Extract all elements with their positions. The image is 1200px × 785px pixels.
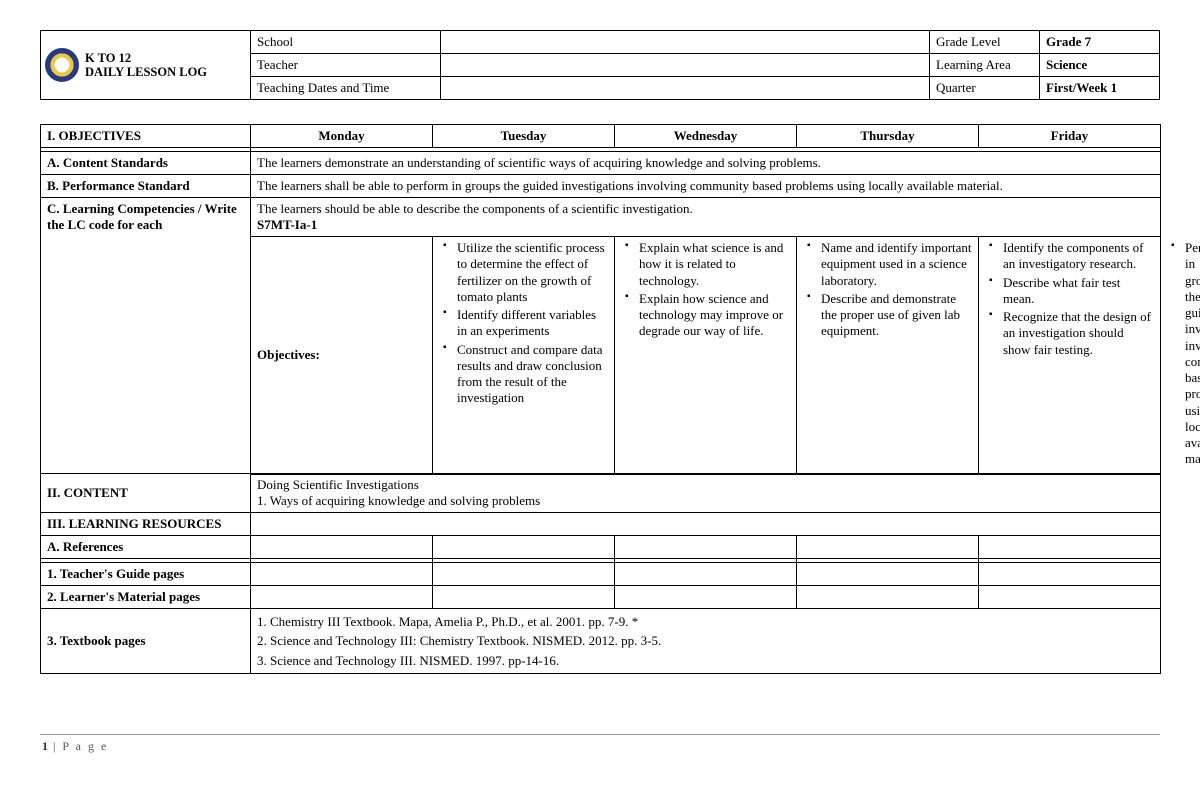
teachers-guide-label: 1. Teacher's Guide pages: [41, 562, 251, 585]
resources-title: III. LEARNING RESOURCES: [41, 512, 251, 535]
obj-mon: Utilize the scientific process to determ…: [433, 237, 615, 474]
obj-tue: Explain what science is and how it is re…: [615, 237, 797, 474]
learners-material-label: 2. Learner's Material pages: [41, 585, 251, 608]
list-item: Describe what fair test mean.: [989, 275, 1154, 308]
textbook-label: 3. Textbook pages: [41, 608, 251, 674]
list-item: Identify the components of an investigat…: [989, 240, 1154, 273]
ref-wed: [615, 535, 797, 558]
list-item: Describe and demonstrate the proper use …: [807, 291, 972, 340]
day-tue: Tuesday: [433, 125, 615, 148]
row-objectives-header: I. OBJECTIVES Monday Tuesday Wednesday T…: [41, 125, 1161, 148]
ref-tue: [433, 535, 615, 558]
hdr-area-label: Learning Area: [930, 54, 1040, 77]
row-learners-material: 2. Learner's Material pages: [41, 585, 1161, 608]
day-thu: Thursday: [797, 125, 979, 148]
footer-sep: |: [48, 739, 62, 753]
performance-standard-label: B. Performance Standard: [41, 175, 251, 198]
content-standards-label: A. Content Standards: [41, 152, 251, 175]
hdr-grade-label: Grade Level: [930, 31, 1040, 54]
ref-mon: [251, 535, 433, 558]
list-item: Explain what science is and how it is re…: [625, 240, 790, 289]
obj-wed: Name and identify important equipment us…: [797, 237, 979, 474]
learning-competencies-label: C. Learning Competencies / Write the LC …: [41, 198, 251, 474]
row-content: II. CONTENT Doing Scientific Investigati…: [41, 473, 1161, 512]
resources-blank: [251, 512, 1161, 535]
row-learning-competencies: C. Learning Competencies / Write the LC …: [41, 198, 1161, 237]
performance-standard-text: The learners shall be able to perform in…: [251, 175, 1161, 198]
hdr-teacher-value: [441, 54, 930, 77]
hdr-school-label: School: [251, 31, 441, 54]
list-item: Explain how science and technology may i…: [625, 291, 790, 340]
list-item: Name and identify important equipment us…: [807, 240, 972, 289]
hdr-dates-label: Teaching Dates and Time: [251, 77, 441, 100]
ref-fri: [979, 535, 1161, 558]
row-performance-standard: B. Performance Standard The learners sha…: [41, 175, 1161, 198]
row-references: A. References: [41, 535, 1161, 558]
textbook-l1: 1. Chemistry III Textbook. Mapa, Amelia …: [257, 614, 638, 629]
obj-thu: Identify the components of an investigat…: [979, 237, 1161, 474]
page-footer: 1 | P a g e: [40, 739, 1160, 754]
logo-cell: K TO 12 DAILY LESSON LOG: [41, 31, 251, 100]
row-textbook: 3. Textbook pages 1. Chemistry III Textb…: [41, 608, 1161, 674]
logo-text: K TO 12 DAILY LESSON LOG: [85, 51, 207, 80]
day-fri: Friday: [979, 125, 1161, 148]
list-item: Utilize the scientific process to determ…: [443, 240, 608, 305]
row-content-standards: A. Content Standards The learners demons…: [41, 152, 1161, 175]
lc-code: S7MT-Ia-1: [257, 217, 317, 232]
hdr-teacher-label: Teacher: [251, 54, 441, 77]
list-item: Identify different variables in an exper…: [443, 307, 608, 340]
row-resources: III. LEARNING RESOURCES: [41, 512, 1161, 535]
logo-line2: DAILY LESSON LOG: [85, 65, 207, 79]
hdr-quarter-value: First/Week 1: [1040, 77, 1160, 100]
learning-competencies-body: The learners should be able to describe …: [251, 198, 1161, 237]
content-line2: 1. Ways of acquiring knowledge and solvi…: [257, 493, 540, 508]
textbook-body: 1. Chemistry III Textbook. Mapa, Amelia …: [251, 608, 1161, 674]
day-wed: Wednesday: [615, 125, 797, 148]
hdr-area-value: Science: [1040, 54, 1160, 77]
main-table: I. OBJECTIVES Monday Tuesday Wednesday T…: [40, 124, 1161, 674]
footer-word: P a g e: [62, 739, 108, 753]
hdr-school-value: [441, 31, 930, 54]
content-title: II. CONTENT: [41, 473, 251, 512]
list-item: Recognize that the design of an investig…: [989, 309, 1154, 358]
footer-rule: [40, 734, 1160, 735]
hdr-grade-value: Grade 7: [1040, 31, 1160, 54]
content-standards-text: The learners demonstrate an understandin…: [251, 152, 1161, 175]
lc-line1: The learners should be able to describe …: [257, 201, 693, 216]
references-label: A. References: [41, 535, 251, 558]
textbook-l2: 2. Science and Technology III: Chemistry…: [257, 633, 661, 648]
deped-seal-icon: [45, 48, 79, 82]
list-item: Construct and compare data results and d…: [443, 342, 608, 407]
logo-line1: K TO 12: [85, 51, 207, 65]
header-table: K TO 12 DAILY LESSON LOG School Grade Le…: [40, 30, 1160, 100]
day-mon: Monday: [251, 125, 433, 148]
content-line1: Doing Scientific Investigations: [257, 477, 419, 492]
textbook-l3: 3. Science and Technology III. NISMED. 1…: [257, 653, 559, 668]
objectives-label: Objectives:: [251, 237, 433, 474]
content-body: Doing Scientific Investigations 1. Ways …: [251, 473, 1161, 512]
hdr-quarter-label: Quarter: [930, 77, 1040, 100]
objectives-title: I. OBJECTIVES: [41, 125, 251, 148]
lesson-log-page: K TO 12 DAILY LESSON LOG School Grade Le…: [40, 30, 1160, 754]
ref-thu: [797, 535, 979, 558]
list-item: Perform in groups the guided investigati…: [1171, 240, 1185, 468]
row-teachers-guide: 1. Teacher's Guide pages: [41, 562, 1161, 585]
hdr-dates-value: [441, 77, 930, 100]
